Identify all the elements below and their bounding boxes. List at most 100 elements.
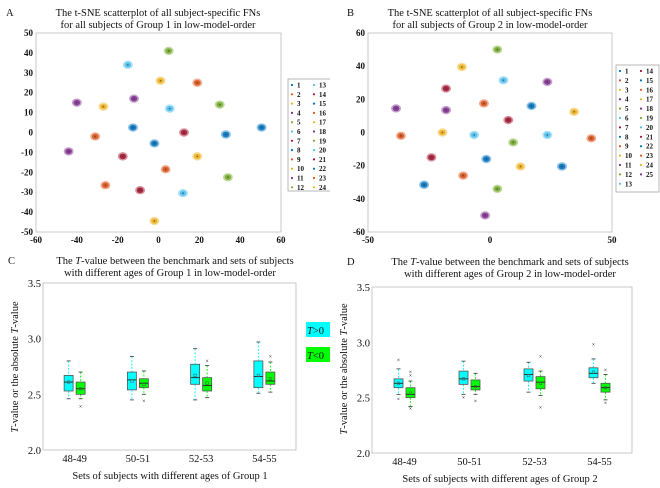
panel-a-cluster-center bbox=[196, 81, 199, 84]
panel-a-legend-label: 21 bbox=[319, 156, 327, 164]
panel-b-cluster bbox=[586, 134, 597, 143]
panel-a-cluster-center bbox=[153, 220, 156, 222]
panel-a-cluster bbox=[178, 188, 188, 198]
panel-b-legend-label: 6 bbox=[625, 115, 629, 123]
panel-a-cluster-center bbox=[168, 107, 171, 110]
panel-c-box-tneg: × bbox=[202, 359, 213, 399]
panel-a-x-tick-label: 60 bbox=[277, 235, 287, 245]
panel-c-box-tpos bbox=[126, 356, 137, 401]
legend-c: T>0 T<0 bbox=[306, 322, 330, 362]
outlier-marker: × bbox=[409, 407, 412, 413]
panel-a-cluster bbox=[192, 152, 203, 161]
panel-b-legend-label: 2 bbox=[625, 77, 629, 85]
mean-marker bbox=[461, 377, 466, 381]
panel-a-y-tick-label: 10 bbox=[24, 108, 34, 118]
panel-b-legend-marker bbox=[639, 107, 643, 110]
panel-c-y-tick-label: 3.0 bbox=[28, 335, 41, 346]
panel-a-legend-label: 19 bbox=[319, 137, 327, 145]
panel-b-cluster bbox=[480, 211, 491, 220]
panel-a-cluster bbox=[192, 78, 203, 87]
mean-marker bbox=[603, 386, 608, 390]
panel-b-y-tick-label: -40 bbox=[353, 194, 365, 204]
mean-marker bbox=[130, 379, 134, 383]
panel-a-cluster bbox=[214, 100, 225, 109]
panel-b-legend-label: 10 bbox=[625, 152, 633, 160]
panel-b-legend-label: 23 bbox=[646, 152, 654, 160]
outlier-marker: × bbox=[604, 368, 607, 374]
panel-a-legend-label: 12 bbox=[297, 184, 305, 192]
panel-a-legend-marker bbox=[290, 121, 294, 124]
panel-b-cluster bbox=[441, 84, 452, 93]
panel-b-legend-marker bbox=[618, 135, 622, 138]
panel-a-legend-label: 2 bbox=[297, 91, 301, 99]
panel-a-cluster bbox=[117, 152, 128, 161]
panel-a-y-tick-label: -30 bbox=[21, 187, 33, 197]
panel-a-legend-label: 15 bbox=[319, 100, 327, 108]
panel-d-x-axis-label: Sets of subjects with different ages of … bbox=[402, 474, 597, 485]
panel-b-legend-marker bbox=[618, 145, 622, 148]
panel-b-cluster bbox=[437, 128, 448, 137]
panel-a-cluster-center bbox=[104, 184, 107, 187]
panel-c-x-tick-label: 52-53 bbox=[189, 454, 214, 465]
panel-a-cluster-center bbox=[167, 50, 170, 52]
panel-b-legend-marker bbox=[639, 173, 643, 176]
panel-c-box-tneg: × bbox=[265, 354, 276, 393]
panel-b-cluster-center bbox=[519, 165, 522, 168]
panel-b-cluster-center bbox=[546, 134, 549, 136]
outlier-marker: × bbox=[397, 397, 400, 403]
outlier-marker: × bbox=[592, 343, 595, 349]
panel-b-legend-label: 16 bbox=[646, 86, 654, 94]
panel-a-y-tick-label: 20 bbox=[24, 88, 34, 98]
panel-d-x-tick-label: 48-49 bbox=[392, 457, 417, 468]
panel-a-legend-marker bbox=[312, 139, 316, 142]
panel-a-legend-label: 7 bbox=[297, 137, 301, 145]
panel-d-y-tick-label: 2.5 bbox=[357, 394, 370, 405]
panel-a: A The t-SNE scatterplot of all subject-s… bbox=[6, 8, 330, 245]
panel-a-title-line1: The t-SNE scatterplot of all subject-spe… bbox=[56, 8, 261, 19]
panel-a-legend-label: 18 bbox=[319, 128, 327, 136]
panel-b-legend-marker bbox=[639, 163, 643, 167]
panel-a-legend-marker bbox=[312, 102, 316, 105]
panel-a-x-tick-label: 0 bbox=[156, 235, 161, 245]
panel-c-axes-box bbox=[42, 282, 297, 451]
panel-a-cluster-center bbox=[218, 103, 221, 106]
panel-b-legend-marker bbox=[618, 98, 622, 101]
panel-a-legend-marker bbox=[290, 167, 294, 170]
panel-b-cluster bbox=[426, 153, 437, 162]
box-iqr bbox=[535, 376, 546, 390]
box-iqr bbox=[75, 381, 86, 395]
panel-b-cluster bbox=[492, 45, 503, 54]
panel-b-x-tick-label: 50 bbox=[608, 235, 618, 245]
panel-a-y-tick-label: 50 bbox=[24, 28, 34, 38]
outlier-marker: × bbox=[539, 355, 542, 361]
panel-b-legend-label: 7 bbox=[625, 124, 629, 132]
panel-b-cluster-center bbox=[430, 156, 433, 159]
panel-a-legend-marker bbox=[290, 176, 294, 180]
mean-marker bbox=[396, 381, 401, 385]
mean-marker bbox=[256, 373, 260, 377]
panel-a-cluster-center bbox=[132, 126, 134, 129]
panel-a-cluster-center bbox=[102, 105, 105, 108]
panel-b-legend-marker bbox=[618, 79, 622, 82]
panel-b-y-tick-label: 60 bbox=[356, 28, 366, 38]
panel-b-legend-label: 17 bbox=[646, 96, 654, 104]
panel-a-legend-label: 17 bbox=[319, 119, 327, 127]
panel-b-cluster bbox=[492, 184, 503, 194]
panel-c-x-tick-label: 54-55 bbox=[252, 454, 277, 465]
mean-marker bbox=[268, 377, 272, 381]
panel-a-legend-marker bbox=[290, 139, 294, 142]
panel-a-cluster bbox=[149, 139, 160, 148]
panel-a-cluster bbox=[256, 123, 267, 132]
mean-marker bbox=[473, 385, 478, 389]
panel-a-cluster-center bbox=[133, 97, 135, 100]
panel-b-title-line1: The t-SNE scatterplot of all subject-spe… bbox=[388, 8, 593, 19]
panel-b-legend-label: 20 bbox=[646, 124, 654, 132]
panel-a-cluster bbox=[129, 94, 139, 103]
mean-marker bbox=[526, 373, 531, 378]
panel-a-x-tick-label: -40 bbox=[71, 235, 83, 245]
panel-a-legend-marker bbox=[290, 158, 294, 161]
panel-c-y-tick-label: 3.5 bbox=[28, 279, 41, 290]
panel-a-x-tick-label: 40 bbox=[236, 235, 246, 245]
panel-d-box-tpos: × bbox=[458, 360, 469, 402]
panel-b-legend-label: 19 bbox=[646, 115, 654, 123]
